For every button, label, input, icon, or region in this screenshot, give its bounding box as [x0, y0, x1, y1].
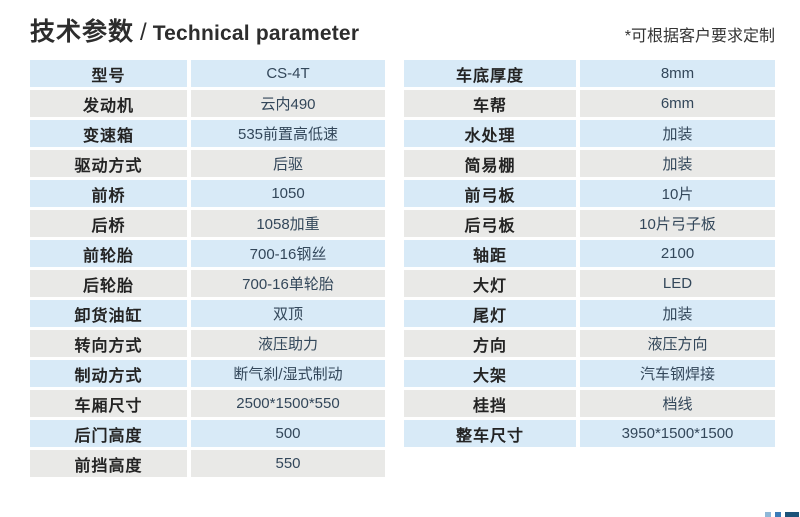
- spec-label: 大架: [404, 360, 576, 387]
- spec-value: 6mm: [580, 90, 775, 117]
- spec-value: 汽车钢焊接: [580, 360, 775, 387]
- table-row: 后门高度 500: [30, 420, 385, 447]
- spec-label: 前桥: [30, 180, 187, 207]
- spec-label: 尾灯: [404, 300, 576, 327]
- spec-label: 前轮胎: [30, 240, 187, 267]
- table-row: 后弓板 10片弓子板: [404, 210, 775, 237]
- spec-value: 加装: [580, 300, 775, 327]
- spec-value: 10片弓子板: [580, 210, 775, 237]
- spec-value: 700-16钢丝: [191, 240, 385, 267]
- table-row: 转向方式 液压助力: [30, 330, 385, 357]
- spec-value: 8mm: [580, 60, 775, 87]
- spec-label: 后门高度: [30, 420, 187, 447]
- spec-value: 700-16单轮胎: [191, 270, 385, 297]
- table-row: 尾灯 加装: [404, 300, 775, 327]
- spec-label: 大灯: [404, 270, 576, 297]
- spec-label: 转向方式: [30, 330, 187, 357]
- table-row: 方向 液压方向: [404, 330, 775, 357]
- table-row: 整车尺寸 3950*1500*1500: [404, 420, 775, 447]
- decor-dash-mid: [775, 512, 781, 517]
- spec-tables: 型号 CS-4T 发动机 云内490 变速箱 535前置高低速 驱动方式 后驱 …: [30, 60, 775, 480]
- spec-value: LED: [580, 270, 775, 297]
- table-row: 水处理 加装: [404, 120, 775, 147]
- spec-value: 535前置高低速: [191, 120, 385, 147]
- spec-value: 1058加重: [191, 210, 385, 237]
- spec-label: 前弓板: [404, 180, 576, 207]
- table-row: 后桥 1058加重: [30, 210, 385, 237]
- spec-label: 变速箱: [30, 120, 187, 147]
- spec-value: 加装: [580, 150, 775, 177]
- spec-label: 水处理: [404, 120, 576, 147]
- spec-value: 2500*1500*550: [191, 390, 385, 417]
- spec-label: 后弓板: [404, 210, 576, 237]
- spec-value: 550: [191, 450, 385, 477]
- spec-label: 型号: [30, 60, 187, 87]
- spec-value: 液压助力: [191, 330, 385, 357]
- spec-value: 双顶: [191, 300, 385, 327]
- corner-decoration: [765, 512, 799, 517]
- table-row: 前桥 1050: [30, 180, 385, 207]
- page-title-en: Technical parameter: [152, 22, 360, 45]
- spec-label: 车底厚度: [404, 60, 576, 87]
- spec-label: 前挡高度: [30, 450, 187, 477]
- table-row: 前弓板 10片: [404, 180, 775, 207]
- spec-label: 轴距: [404, 240, 576, 267]
- table-row: 发动机 云内490: [30, 90, 385, 117]
- table-row: 制动方式 断气刹/湿式制动: [30, 360, 385, 387]
- page-title-zh: 技术参数: [30, 18, 135, 46]
- spec-value: 500: [191, 420, 385, 447]
- spec-value: 后驱: [191, 150, 385, 177]
- page-header: 技术参数 / Technical parameter *可根据客户要求定制: [30, 12, 775, 48]
- spec-label: 简易棚: [404, 150, 576, 177]
- spec-label: 方向: [404, 330, 576, 357]
- spec-label: 后桥: [30, 210, 187, 237]
- table-row: 型号 CS-4T: [30, 60, 385, 87]
- spec-value: 断气刹/湿式制动: [191, 360, 385, 387]
- spec-label: 发动机: [30, 90, 187, 117]
- customization-note: *可根据客户要求定制: [624, 28, 775, 45]
- table-row: 驱动方式 后驱: [30, 150, 385, 177]
- spec-value: 2100: [580, 240, 775, 267]
- spec-value: CS-4T: [191, 60, 385, 87]
- page-title: 技术参数 / Technical parameter: [30, 12, 359, 48]
- decor-dash-dark: [785, 512, 799, 517]
- table-row: 卸货油缸 双顶: [30, 300, 385, 327]
- spec-label: 车帮: [404, 90, 576, 117]
- table-row: 大灯 LED: [404, 270, 775, 297]
- table-row: 简易棚 加装: [404, 150, 775, 177]
- table-row: 变速箱 535前置高低速: [30, 120, 385, 147]
- table-row: 车厢尺寸 2500*1500*550: [30, 390, 385, 417]
- spec-value: 档线: [580, 390, 775, 417]
- spec-value: 加装: [580, 120, 775, 147]
- spec-label: 后轮胎: [30, 270, 187, 297]
- table-row: 车帮 6mm: [404, 90, 775, 117]
- spec-label: 驱动方式: [30, 150, 187, 177]
- table-row: 前轮胎 700-16钢丝: [30, 240, 385, 267]
- spec-label: 车厢尺寸: [30, 390, 187, 417]
- spec-value: 3950*1500*1500: [580, 420, 775, 447]
- table-row: 轴距 2100: [404, 240, 775, 267]
- spec-value: 10片: [580, 180, 775, 207]
- decor-dash-light: [765, 512, 771, 517]
- spec-table-right: 车底厚度 8mm 车帮 6mm 水处理 加装 简易棚 加装 前弓板 10片 后弓…: [404, 60, 775, 480]
- spec-label: 卸货油缸: [30, 300, 187, 327]
- table-row: 后轮胎 700-16单轮胎: [30, 270, 385, 297]
- spec-label: 桂挡: [404, 390, 576, 417]
- spec-value: 1050: [191, 180, 385, 207]
- spec-value: 云内490: [191, 90, 385, 117]
- spec-label: 制动方式: [30, 360, 187, 387]
- spec-label: 整车尺寸: [404, 420, 576, 447]
- spec-table-left: 型号 CS-4T 发动机 云内490 变速箱 535前置高低速 驱动方式 后驱 …: [30, 60, 385, 480]
- page-title-separator: /: [140, 19, 147, 46]
- table-row: 桂挡 档线: [404, 390, 775, 417]
- table-row: 车底厚度 8mm: [404, 60, 775, 87]
- spec-value: 液压方向: [580, 330, 775, 357]
- table-row: 前挡高度 550: [30, 450, 385, 477]
- table-row: 大架 汽车钢焊接: [404, 360, 775, 387]
